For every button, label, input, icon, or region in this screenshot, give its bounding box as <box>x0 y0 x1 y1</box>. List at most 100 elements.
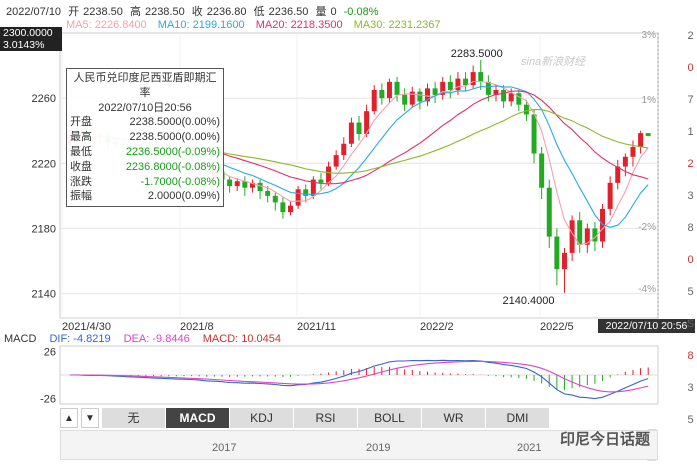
tooltip-row: 收盘 2236.8000(-0.08%) <box>70 160 220 175</box>
candle-body <box>584 228 590 245</box>
right-edge-char: 1 <box>687 126 694 138</box>
y-tick-label: 2140 <box>32 289 56 301</box>
candle-body <box>493 90 499 95</box>
tooltip-row-value: 2236.8000(-0.08%) <box>125 160 220 173</box>
candle-body <box>272 195 278 203</box>
candle-body <box>630 147 636 157</box>
candle-body <box>561 252 567 270</box>
tooltip-row-label: 最高 <box>70 131 92 144</box>
candle-body <box>379 90 385 99</box>
candle-body <box>523 104 529 115</box>
macd-legend: MACD DIF: -4.8219 DEA: -9.8446 MACD: 10.… <box>4 333 291 345</box>
tab-boll[interactable]: BOLL <box>358 408 421 428</box>
candle-body <box>417 91 423 102</box>
crosshair-pct: 3.0143% <box>3 39 45 51</box>
candle-body <box>600 208 606 242</box>
macd-dea-line <box>69 360 649 393</box>
x-tick-label: 2021/4/30 <box>62 321 111 333</box>
ma5-label: MA5: 2226.8400 <box>66 19 147 31</box>
ma30-label: MA30: 2231.2367 <box>353 19 441 31</box>
wechat-watermark: 印尼今日话题 <box>560 431 651 448</box>
tooltip-row: 最低 2236.5000(-0.09%) <box>70 145 220 160</box>
header-low-label: 低 <box>253 6 265 18</box>
price-plot-frame <box>59 32 659 319</box>
crosshair-price-box: 2300.0000 3.0143% <box>0 27 62 51</box>
candle-body <box>516 93 522 105</box>
candle-body <box>227 179 233 187</box>
candle-body <box>546 187 552 237</box>
candle-body <box>348 122 354 144</box>
candle-body <box>447 81 453 90</box>
macd-title: MACD <box>4 333 37 345</box>
header-volume-label: 量 <box>315 6 327 18</box>
low-annotation: 2140.4000 <box>502 295 554 307</box>
y-tick-label: 2220 <box>32 158 56 170</box>
candle-body <box>478 72 484 82</box>
candle-body <box>394 81 400 95</box>
candle-body <box>638 133 644 147</box>
candle-body <box>303 189 309 196</box>
header-open-label: 开 <box>68 6 80 18</box>
candle-body <box>288 205 294 213</box>
candle-body <box>463 78 469 86</box>
candle-body <box>622 156 628 167</box>
candle-body <box>615 166 621 183</box>
ma-legend: MA5: 2226.8400 MA10: 2199.1600 MA20: 221… <box>66 19 449 31</box>
right-edge-char: 3 <box>687 382 694 394</box>
header-volume: 0 <box>330 6 337 18</box>
header-close-label: 收 <box>191 6 203 18</box>
tooltip-row-label: 开盘 <box>70 116 92 129</box>
candle-body <box>577 220 583 245</box>
tooltip-row-value: 2238.5000(0.00%) <box>129 116 220 129</box>
x-tick-label: 2021/11 <box>297 321 336 333</box>
header-high-label: 高 <box>129 6 141 18</box>
right-edge-char: S <box>686 318 695 330</box>
candle-body <box>531 114 537 154</box>
macd-dea: DEA: -9.8446 <box>123 333 190 345</box>
candle-body <box>440 81 446 95</box>
macd-value: MACD: 10.0454 <box>202 333 282 345</box>
tooltip-panel: 人民币兑印度尼西亚盾即期汇率 2022/07/10日20:56 开盘 2238.5… <box>66 68 224 208</box>
right-edge-char: 2 <box>687 30 694 42</box>
tab-wr[interactable]: WR <box>422 408 485 428</box>
high-annotation: 2283.5000 <box>451 48 503 60</box>
tab-macd[interactable]: MACD <box>166 408 229 428</box>
candle-body <box>554 236 560 270</box>
indicator-tabs: ▲ ▼ 无 MACD KDJ RSI BOLL WR DMI <box>60 408 550 428</box>
candle-body <box>341 143 347 156</box>
right-edge-column: 2 0 7 1 2 3 8 0 5 S 8 3 5 <box>684 30 697 430</box>
candle-body <box>310 179 316 196</box>
header-close: 2236.80 <box>206 6 247 18</box>
tab-rsi[interactable]: RSI <box>294 408 357 428</box>
scroll-down-icon[interactable]: ▼ <box>81 408 99 428</box>
candle-body <box>409 91 415 105</box>
candle-body <box>364 111 370 134</box>
candle-body <box>455 78 461 90</box>
candle-body <box>432 88 438 95</box>
candle-body <box>265 190 271 196</box>
candle-body <box>333 155 339 167</box>
navigator-year: 2017 <box>212 442 237 454</box>
candle-body <box>280 202 286 213</box>
tab-无[interactable]: 无 <box>102 408 165 428</box>
candle-body <box>645 133 651 136</box>
tooltip-row-label: 涨跌 <box>70 175 92 188</box>
tooltip-row-value: -1.7000(-0.08%) <box>140 175 221 188</box>
tooltip-row-label: 最低 <box>70 145 92 158</box>
tooltip-row-label: 振幅 <box>70 190 92 203</box>
candle-body <box>569 220 575 253</box>
range-navigator[interactable] <box>60 430 658 460</box>
scroll-up-icon[interactable]: ▲ <box>60 408 78 428</box>
tab-dmi[interactable]: DMI <box>486 408 549 428</box>
tooltip-time: 2022/07/10日20:56 <box>98 101 192 114</box>
candle-body <box>356 122 362 134</box>
crosshair-price: 2300.0000 <box>3 27 53 39</box>
y-tick-label: 2180 <box>32 223 56 235</box>
y-tick-label: 2260 <box>32 93 56 105</box>
sina-watermark: sina新浪财经 <box>521 56 586 68</box>
tab-kdj[interactable]: KDJ <box>230 408 293 428</box>
candle-body <box>607 182 613 209</box>
tooltip-title: 人民币兑印度尼西亚盾即期汇率 <box>73 72 217 99</box>
